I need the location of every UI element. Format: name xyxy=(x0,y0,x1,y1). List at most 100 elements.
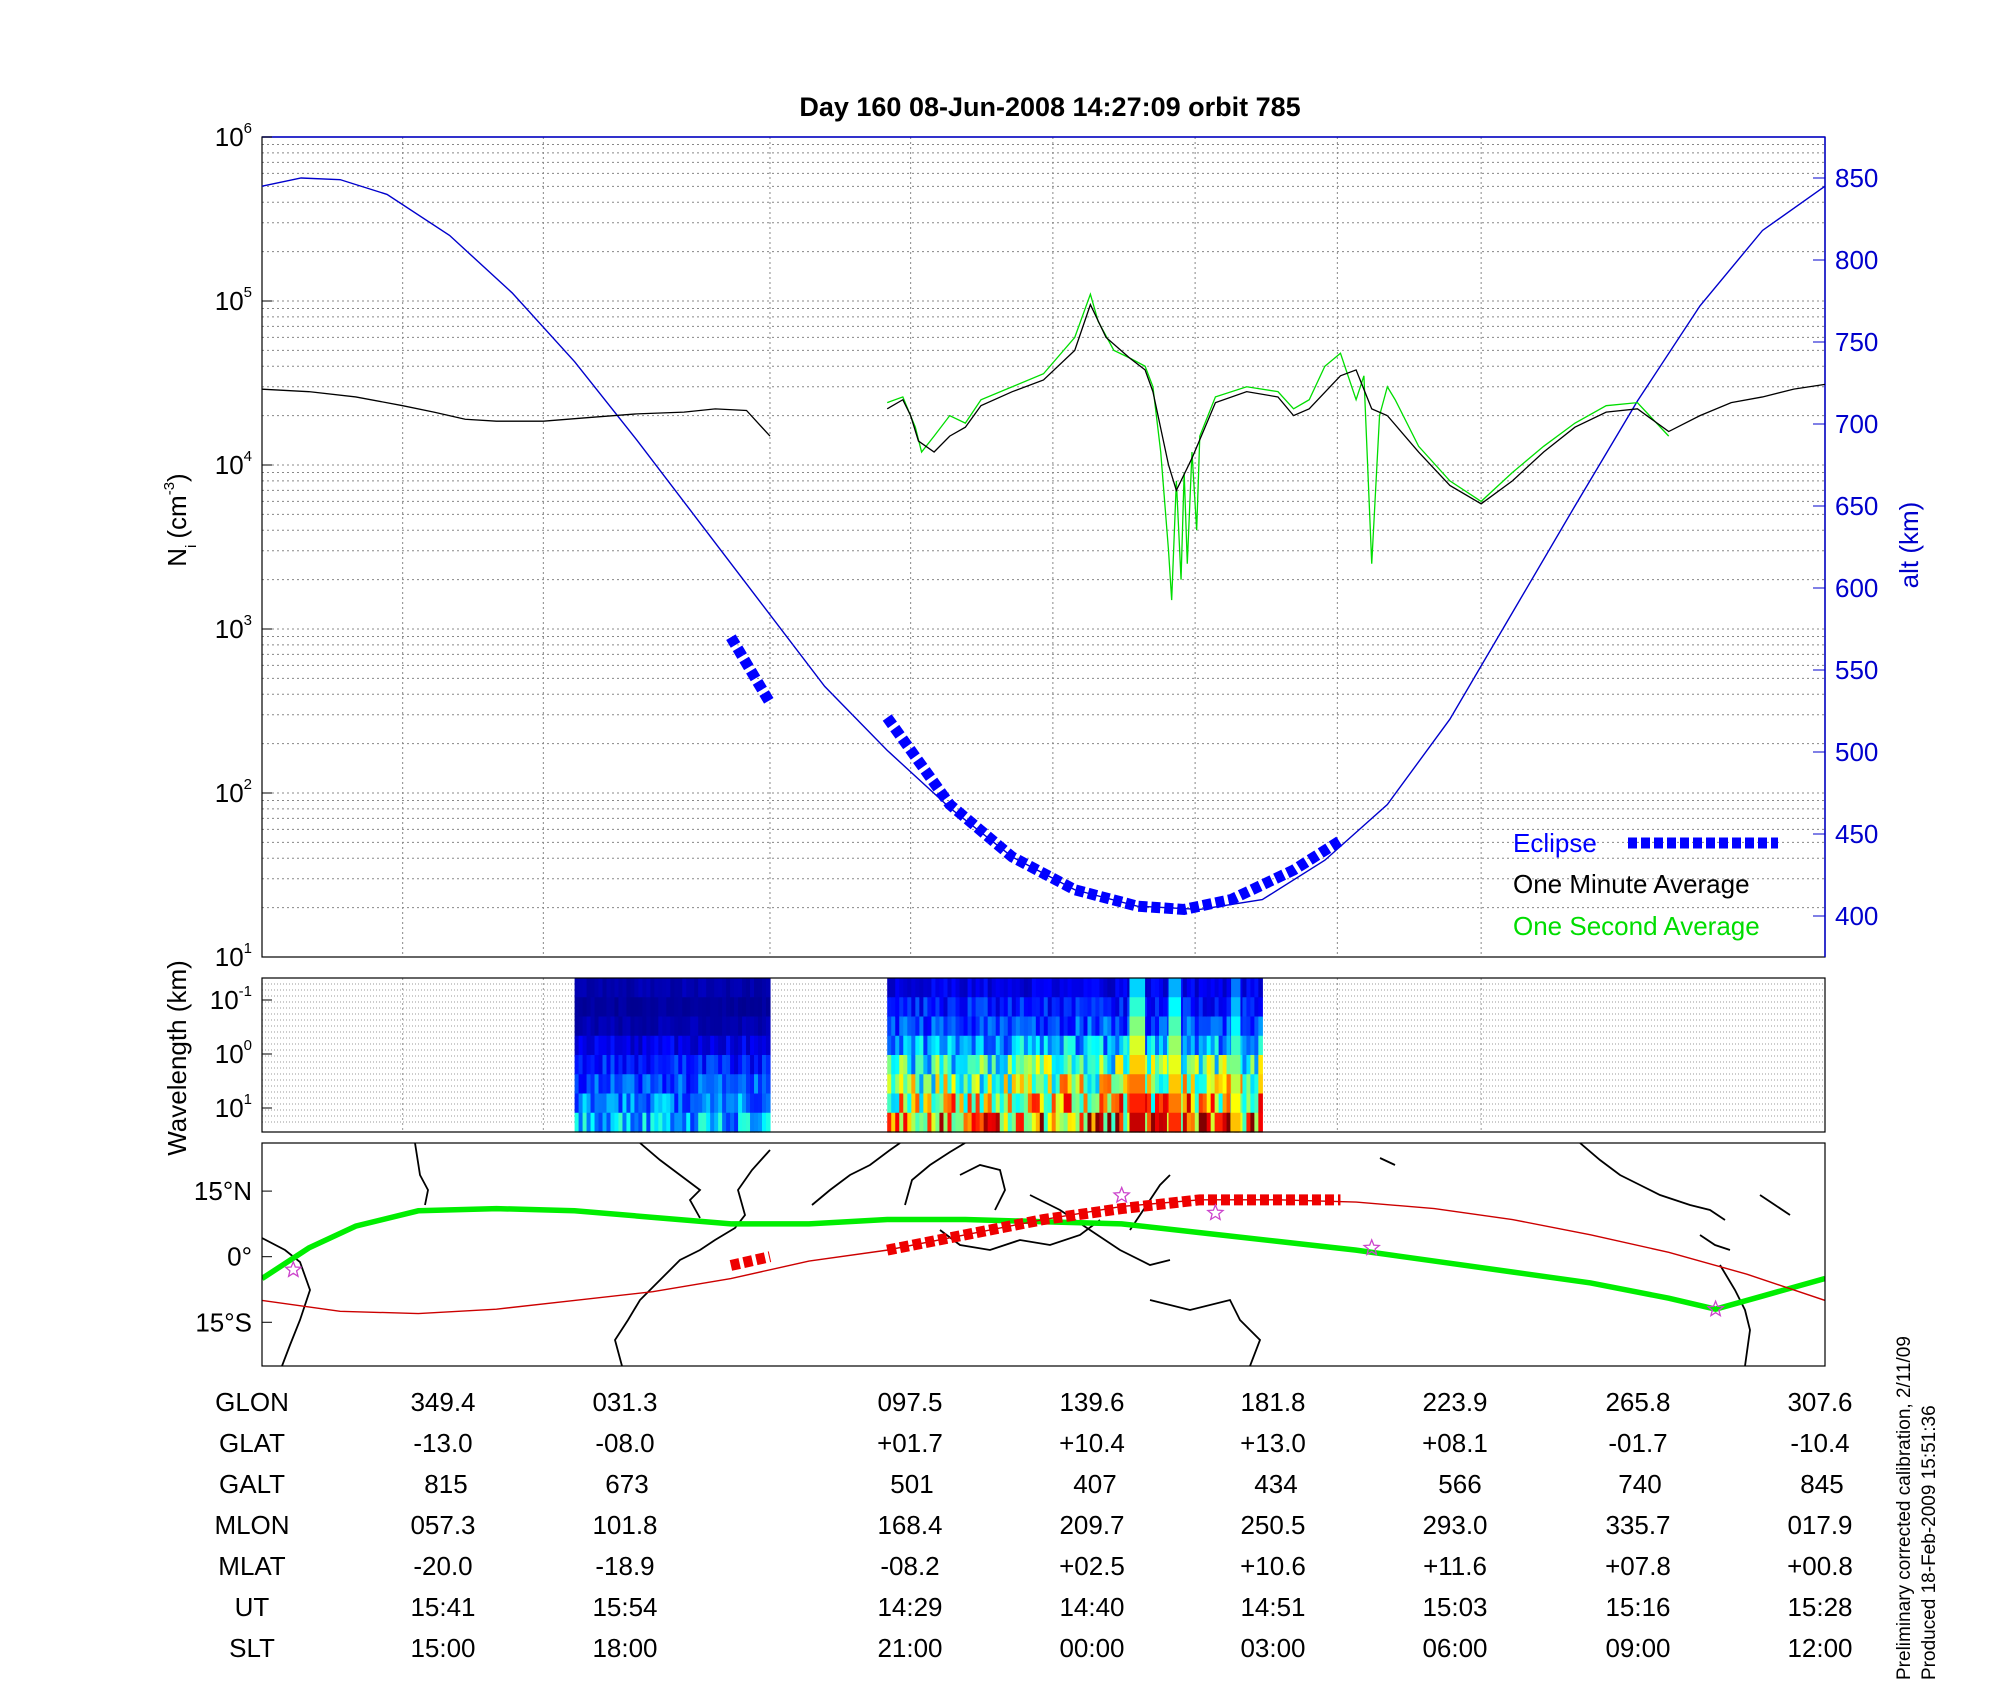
spectrogram-cell xyxy=(1119,1074,1124,1095)
spectrogram-cell xyxy=(991,978,997,998)
spectrogram-cell xyxy=(971,1112,977,1133)
spectrogram-cell xyxy=(923,978,928,998)
spectrogram-cell xyxy=(706,1074,711,1095)
spectrogram-cell xyxy=(654,1016,659,1037)
spectrogram-cell xyxy=(650,978,655,998)
spectrogram-cell xyxy=(602,997,608,1018)
table-cell: +10.6 xyxy=(1240,1551,1306,1581)
spectrogram-cell xyxy=(907,1112,912,1133)
spectrogram-cell xyxy=(991,1112,997,1133)
y-tick-exp: 1 xyxy=(244,1091,252,1108)
y2-tick-label: 750 xyxy=(1835,327,1878,357)
spectrogram-cell xyxy=(1075,1055,1081,1075)
spectrogram-cell xyxy=(734,1074,739,1095)
table-cell: 057.3 xyxy=(410,1510,475,1540)
coastline xyxy=(1579,1143,1726,1221)
table-cell: +00.8 xyxy=(1787,1551,1853,1581)
spectrogram-cell xyxy=(979,1016,985,1037)
one-minute-line xyxy=(886,302,1826,505)
spectrogram-cell xyxy=(1023,997,1029,1018)
spectrogram-cell xyxy=(1206,1074,1212,1095)
spectrogram-cell xyxy=(1043,1074,1049,1095)
spectrogram-cell xyxy=(991,1093,997,1114)
spectrogram-cell xyxy=(995,1112,1001,1133)
spectrogram-cell xyxy=(574,1035,580,1056)
spectrogram-cell xyxy=(690,1016,695,1037)
spectrogram-cell xyxy=(1039,978,1045,998)
spectrogram-cell xyxy=(714,1035,719,1056)
spectrogram-cell xyxy=(1194,997,1200,1018)
coastline xyxy=(262,1237,311,1366)
row-label: MLAT xyxy=(218,1551,286,1581)
spectrogram-cell xyxy=(911,1112,916,1133)
row-label: MLON xyxy=(214,1510,289,1540)
spectrogram-cell xyxy=(1151,978,1156,998)
spectrogram-cell xyxy=(1019,1112,1025,1133)
star-marker xyxy=(284,1260,303,1278)
spectrogram-cell xyxy=(626,997,632,1018)
spectrogram-cell xyxy=(678,1093,683,1114)
spectrogram-cell xyxy=(1059,1093,1065,1114)
table-cell: 03:00 xyxy=(1240,1633,1305,1663)
spectrogram-cell xyxy=(907,978,912,998)
spectrogram-cell xyxy=(702,1055,707,1075)
spectrogram-cell xyxy=(1119,1093,1124,1114)
spectrogram-cell xyxy=(979,978,985,998)
spectrogram-cell xyxy=(682,997,687,1018)
spectrogram-cell xyxy=(983,997,989,1018)
spectrogram-cell xyxy=(606,1093,612,1114)
spectrogram-cell xyxy=(1226,997,1232,1018)
table-cell: 15:16 xyxy=(1605,1592,1670,1622)
spectrogram-cell xyxy=(1147,1035,1152,1056)
spectrogram-cell xyxy=(1115,1016,1120,1037)
spectrogram-cell xyxy=(626,1112,632,1133)
spectrogram-cell xyxy=(1103,1016,1108,1037)
spectrogram-cell xyxy=(686,1112,691,1133)
spectrogram-cell xyxy=(1075,1112,1081,1133)
spectrogram-cell xyxy=(1003,1074,1009,1095)
spectrogram-cell xyxy=(963,1055,969,1075)
spectrogram-cell xyxy=(951,1093,957,1114)
spectrogram-cell xyxy=(1059,1016,1065,1037)
spectrogram-cell xyxy=(1083,1055,1089,1075)
spectrogram-cell xyxy=(762,978,767,998)
spectrogram-cell xyxy=(1226,1112,1232,1133)
table-cell: -01.7 xyxy=(1608,1428,1667,1458)
spectrogram-cell xyxy=(634,1112,639,1133)
spectrogram-cell xyxy=(1091,1035,1097,1056)
spectrogram-cell xyxy=(935,1055,941,1075)
y2-tick-label: 850 xyxy=(1835,163,1878,193)
spectrogram-cell xyxy=(678,1074,683,1095)
spectrogram-cell xyxy=(923,1112,928,1133)
spectrogram-cell xyxy=(1083,1035,1089,1056)
spectrogram-cell xyxy=(899,1035,904,1056)
spectrogram-cell xyxy=(1047,1055,1053,1075)
spectrogram-cell xyxy=(674,1016,679,1037)
spectrogram-cell xyxy=(955,978,961,998)
spectrogram-cell xyxy=(935,978,941,998)
spectrogram-cell xyxy=(1043,1112,1049,1133)
spectrogram-cell xyxy=(646,1055,651,1075)
spectrogram-cell xyxy=(1079,1035,1085,1056)
spectrogram-cell xyxy=(1063,997,1069,1018)
spectrogram-cell xyxy=(638,1055,643,1075)
spectrogram-cell xyxy=(734,997,739,1018)
spectrogram-cell xyxy=(650,997,655,1018)
spectrogram-cell xyxy=(726,1112,731,1133)
spectrogram-cell xyxy=(919,1055,924,1075)
spectrogram-cell xyxy=(951,1055,957,1075)
spectrogram-cell xyxy=(1019,978,1025,998)
spectrogram-cell xyxy=(1103,997,1108,1018)
spectrogram-cell xyxy=(1039,1074,1045,1095)
spectrogram-cell xyxy=(658,1093,663,1114)
y-tick-base: 10 xyxy=(215,1093,244,1123)
spectrogram-cell xyxy=(1119,1055,1124,1075)
spectrogram-cell xyxy=(1111,978,1116,998)
spectrogram-cell xyxy=(598,1093,604,1114)
spectrogram-cell xyxy=(590,1112,596,1133)
spectrogram-hotspot xyxy=(1231,978,1241,998)
spectrogram-hotspot xyxy=(1129,1055,1146,1075)
coastline xyxy=(414,1143,429,1206)
spectrogram-cell xyxy=(1151,1055,1156,1075)
spectrogram-cell xyxy=(991,1074,997,1095)
